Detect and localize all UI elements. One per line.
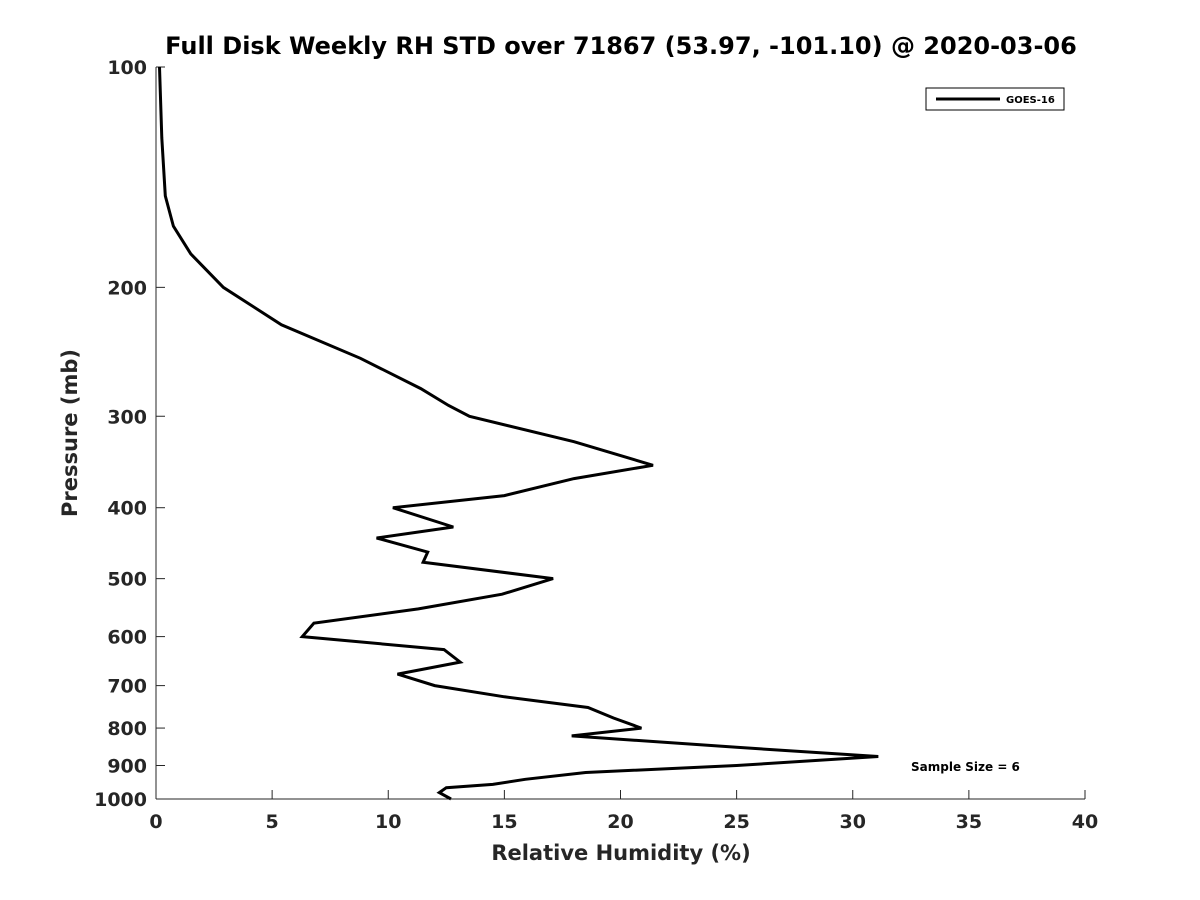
x-tick-label: 35 [956, 811, 982, 833]
y-tick-label: 900 [107, 756, 147, 778]
x-axis-label: Relative Humidity (%) [491, 841, 750, 865]
legend: GOES-16 [925, 87, 1065, 111]
y-tick-label: 700 [107, 676, 147, 698]
series-line-goes-16 [158, 66, 879, 801]
x-tick-label: 0 [149, 811, 162, 833]
legend-label-goes-16: GOES-16 [1006, 95, 1055, 106]
x-tick-label: 20 [607, 811, 633, 833]
y-tick-label: 800 [107, 718, 147, 740]
sample-size-annotation: Sample Size = 6 [911, 760, 1020, 774]
y-tick-label: 400 [107, 498, 147, 520]
x-tick-label: 15 [491, 811, 517, 833]
plot-area: 0 5 10 15 20 25 30 35 40 100 200 300 400 500 600 700 800… [94, 57, 1098, 833]
x-tick-label: 40 [1072, 811, 1098, 833]
chart-title: Full Disk Weekly RH STD over 71867 (53.9… [165, 32, 1077, 60]
y-axis-label: Pressure (mb) [58, 349, 82, 517]
y-tick-label: 200 [107, 277, 147, 299]
y-tick-label: 600 [107, 627, 147, 649]
x-tick-label: 25 [723, 811, 749, 833]
y-tick-label: 500 [107, 569, 147, 591]
x-tick-label: 30 [840, 811, 866, 833]
y-tick-label: 100 [107, 57, 147, 79]
y-tick-label: 300 [107, 406, 147, 428]
x-tick-label: 5 [266, 811, 279, 833]
y-tick-label: 1000 [94, 789, 147, 811]
x-tick-label: 10 [375, 811, 401, 833]
